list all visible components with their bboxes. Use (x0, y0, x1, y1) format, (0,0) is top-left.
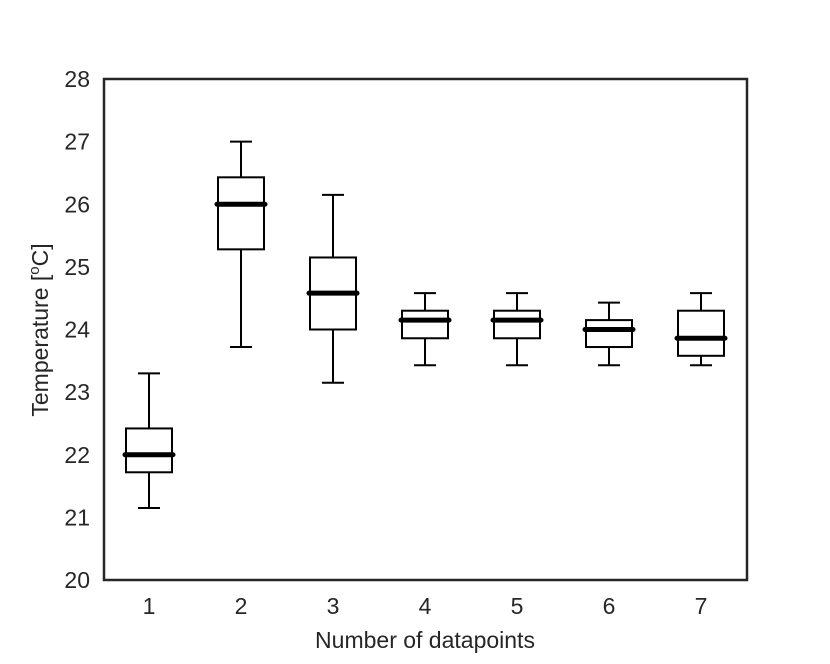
x-tick-label: 5 (511, 593, 524, 619)
y-tick-label: 25 (64, 254, 90, 280)
x-axis-ticks: 1 2 3 4 5 6 7 (143, 593, 708, 619)
box-iqr (493, 309, 541, 340)
y-axis-title-prefix: Temperature [ (27, 274, 53, 417)
box-iqr (677, 309, 725, 357)
x-tick-label: 7 (695, 593, 708, 619)
x-tick-label: 4 (419, 593, 432, 619)
y-tick-label: 21 (64, 504, 90, 530)
x-tick-label: 3 (327, 593, 340, 619)
y-tick-label: 28 (64, 66, 90, 92)
box-group (214, 140, 268, 349)
plot-frame (102, 77, 749, 582)
box-iqr (125, 427, 173, 474)
y-axis-title: Temperature [oC] (26, 243, 53, 416)
box-group (122, 372, 176, 509)
x-tick-label: 2 (235, 593, 248, 619)
box-iqr (401, 309, 449, 340)
y-tick-label: 24 (64, 317, 90, 343)
box-iqr (585, 319, 633, 349)
y-axis-title-suffix: C] (27, 243, 53, 266)
box-group (490, 292, 544, 367)
x-axis-title: Number of datapoints (315, 627, 535, 653)
box-group (582, 301, 636, 367)
box-group (398, 292, 452, 367)
y-tick-label: 27 (64, 129, 90, 155)
boxes-layer (122, 140, 728, 509)
box-group (306, 193, 360, 384)
box-iqr (217, 176, 265, 251)
y-tick-label: 20 (64, 567, 90, 593)
box-group (674, 292, 728, 367)
x-tick-label: 1 (143, 593, 156, 619)
y-axis-ticks: 20 21 22 23 24 25 26 27 28 (64, 66, 90, 593)
y-tick-label: 23 (64, 379, 90, 405)
y-axis-title-superscript: o (26, 266, 43, 274)
y-tick-label: 26 (64, 191, 90, 217)
x-tick-label: 6 (603, 593, 616, 619)
y-tick-label: 22 (64, 442, 90, 468)
